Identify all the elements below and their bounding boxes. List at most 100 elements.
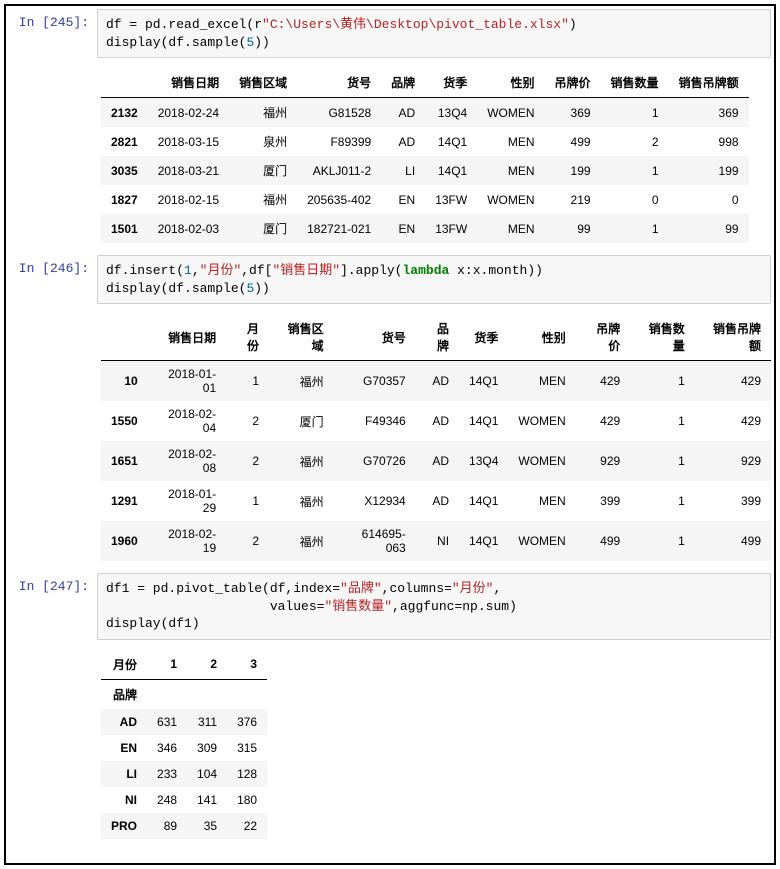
row-index: LI [101,761,147,787]
cell: 2018-02-19 [148,521,226,561]
cell: 福州 [229,98,297,128]
cell: AKLJ011-2 [297,156,381,185]
cell: 1 [630,361,695,402]
cell: 99 [669,214,749,243]
table-row: 28212018-03-15泉州F89399AD14Q1MEN4992998 [101,127,749,156]
table-row: PRO893522 [101,813,267,839]
row-index: 2821 [101,127,148,156]
cell: 309 [187,735,227,761]
cell: 2 [601,127,669,156]
row-index: PRO [101,813,147,839]
cell: EN [381,185,425,214]
table-row: 21322018-02-24福州G81528AD13Q4WOMEN3691369 [101,98,749,128]
in-prompt-2: In [246]: [9,255,97,304]
column-header: 3 [227,650,267,680]
cell: MEN [477,214,544,243]
cell: 2018-01-29 [148,481,226,521]
row-index: 1501 [101,214,148,243]
out-prompt-3 [9,644,97,847]
cell: 631 [147,709,187,735]
in-prompt-3: In [247]: [9,573,97,640]
output-cell-2: 销售日期月份销售区域货号品牌货季性别吊牌价销售数量销售吊牌额102018-01-… [9,308,771,569]
code-input-3[interactable]: df1 = pd.pivot_table(df,index="品牌",colum… [97,573,771,640]
cell: 248 [147,787,187,813]
row-index: AD [101,709,147,735]
column-header: 销售吊牌额 [669,68,749,98]
in-prompt-1: In [245]: [9,9,97,58]
cell: 1 [601,98,669,128]
cell: 429 [695,401,771,441]
output-area-3: 月份123品牌AD631311376EN346309315LI233104128… [97,644,771,847]
cell: 0 [669,185,749,214]
table-row: LI233104128 [101,761,267,787]
cell: 99 [545,214,601,243]
cell: NI [416,521,459,561]
cell: 福州 [229,185,297,214]
cell: 福州 [269,521,334,561]
cell: 1 [226,481,269,521]
cell: 128 [227,761,267,787]
cell: 315 [227,735,267,761]
cell: 346 [147,735,187,761]
column-header: 1 [147,650,187,680]
cell: 13FW [425,185,477,214]
cell: 14Q1 [459,481,508,521]
cell: AD [381,127,425,156]
cell: 2 [226,441,269,481]
cell: 2018-02-15 [148,185,229,214]
output-area-2: 销售日期月份销售区域货号品牌货季性别吊牌价销售数量销售吊牌额102018-01-… [97,308,771,569]
row-index: EN [101,735,147,761]
column-header: 品牌 [381,68,425,98]
row-index: 10 [101,361,148,402]
table-row: 16512018-02-082福州G70726AD13Q4WOMEN929192… [101,441,771,481]
cell: 104 [187,761,227,787]
code-input-1[interactable]: df = pd.read_excel(r"C:\Users\黄伟\Desktop… [97,9,771,58]
cell: 499 [545,127,601,156]
output-cell-1: 销售日期销售区域货号品牌货季性别吊牌价销售数量销售吊牌额21322018-02-… [9,62,771,251]
cell: 1 [630,441,695,481]
cell: AD [416,361,459,402]
cell: G70726 [334,441,416,481]
row-index: 1651 [101,441,148,481]
cell: 2018-02-04 [148,401,226,441]
index-header [101,314,148,361]
column-header: 销售区域 [229,68,297,98]
table-row: 102018-01-011福州G70357AD14Q1MEN4291429 [101,361,771,402]
code-input-2[interactable]: df.insert(1,"月份",df["销售日期"].apply(lambda… [97,255,771,304]
table-row: 18272018-02-15福州205635-402EN13FWWOMEN219… [101,185,749,214]
cell: AD [416,401,459,441]
table-row: 19602018-02-192福州614695-063NI14Q1WOMEN49… [101,521,771,561]
dataframe-table-1: 销售日期销售区域货号品牌货季性别吊牌价销售数量销售吊牌额21322018-02-… [101,68,749,243]
code-cell-2: In [246]: df.insert(1,"月份",df["销售日期"].ap… [9,255,771,304]
out-prompt-1 [9,62,97,251]
table-row: 12912018-01-291福州X12934AD14Q1MEN3991399 [101,481,771,521]
cell: 219 [545,185,601,214]
cell: 499 [695,521,771,561]
cell: 福州 [269,361,334,402]
cell: 1 [601,156,669,185]
cell: 199 [669,156,749,185]
cell: WOMEN [508,401,575,441]
column-header: 销售吊牌额 [695,314,771,361]
cell: G81528 [297,98,381,128]
table-row: AD631311376 [101,709,267,735]
column-header: 吊牌价 [576,314,630,361]
cell: AD [416,441,459,481]
notebook-container: In [245]: df = pd.read_excel(r"C:\Users\… [4,4,776,865]
cell: 35 [187,813,227,839]
cell: MEN [508,361,575,402]
table-row: NI248141180 [101,787,267,813]
table-row: 15012018-02-03厦门182721-021EN13FWMEN99199 [101,214,749,243]
column-header: 吊牌价 [545,68,601,98]
cell: 14Q1 [459,401,508,441]
cell: 0 [601,185,669,214]
cell: F49346 [334,401,416,441]
cell: 13Q4 [459,441,508,481]
cell: 429 [695,361,771,402]
cell: 厦门 [229,214,297,243]
column-header: 货号 [334,314,416,361]
cell: 22 [227,813,267,839]
table-row: 30352018-03-21厦门AKLJ011-2LI14Q1MEN199119… [101,156,749,185]
cell: 1 [630,481,695,521]
cell: 2 [226,401,269,441]
